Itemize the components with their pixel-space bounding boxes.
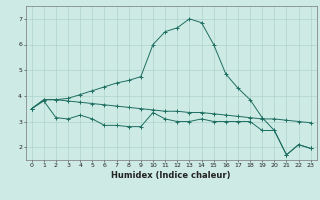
X-axis label: Humidex (Indice chaleur): Humidex (Indice chaleur) [111,171,231,180]
